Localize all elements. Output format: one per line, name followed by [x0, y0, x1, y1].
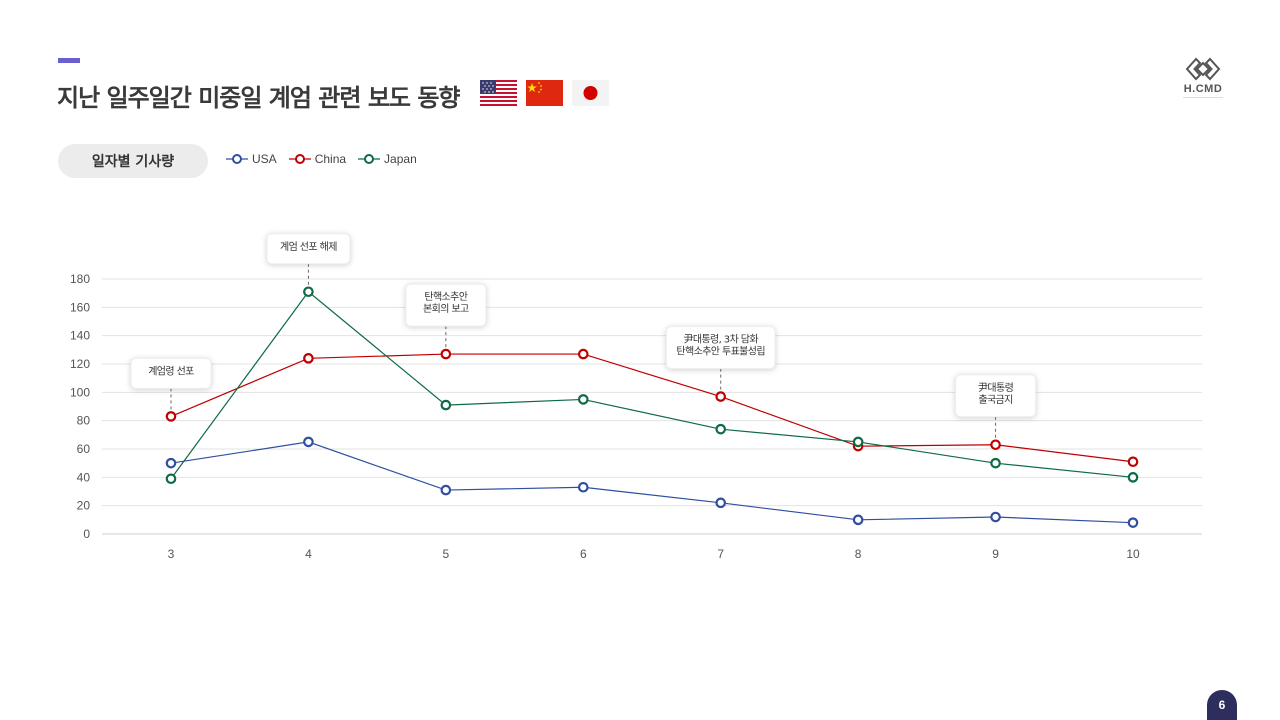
- x-tick-label: 9: [992, 547, 999, 561]
- annotation-box: [955, 374, 1037, 418]
- data-point-usa: [165, 457, 177, 469]
- data-point-china: [303, 353, 314, 364]
- series-line-usa: [170, 441, 1134, 524]
- chart-legend: USA China Japan: [226, 152, 417, 166]
- company-logo: H.CMD: [1178, 55, 1228, 100]
- annotation-text: 탄핵소추안 투표불성립: [676, 345, 765, 358]
- data-point-usa: [1127, 517, 1139, 528]
- series-line-japan: [170, 290, 1134, 480]
- y-tick-label: 160: [70, 300, 90, 314]
- annotation-text: 尹대통령: [978, 382, 1013, 394]
- data-point-japan: [165, 473, 177, 485]
- x-tick-label: 10: [1126, 547, 1140, 561]
- y-tick-label: 20: [77, 499, 91, 513]
- legend-marker-usa-icon: [226, 154, 248, 164]
- data-point-china: [577, 348, 589, 360]
- y-tick-label: 100: [70, 385, 90, 399]
- data-point-china: [440, 348, 452, 360]
- data-point-japan: [715, 423, 727, 435]
- legend-marker-china-icon: [288, 154, 311, 164]
- legend-item-usa: USA: [226, 152, 277, 166]
- data-point-usa: [577, 481, 589, 493]
- annotation-box: [130, 357, 212, 389]
- x-tick-label: 8: [855, 547, 862, 561]
- y-tick-label: 60: [77, 442, 91, 456]
- data-point-japan: [440, 399, 452, 411]
- data-point-china: [715, 391, 727, 402]
- japan-flag-icon: [572, 80, 609, 106]
- data-point-china: [165, 411, 177, 422]
- page-number-badge: 6: [1207, 690, 1237, 720]
- annotation-callout: 계엄 선포 해제: [266, 233, 351, 286]
- legend-marker-japan-icon: [358, 154, 381, 164]
- legend-label-china: China: [314, 152, 347, 166]
- annotation-box: [665, 326, 776, 370]
- annotation-box: [405, 283, 487, 327]
- data-point-japan: [303, 286, 314, 298]
- annotation-box: [266, 233, 351, 265]
- flag-group: [480, 80, 609, 106]
- y-tick-label: 40: [77, 470, 91, 484]
- x-tick-label: 6: [580, 547, 587, 561]
- china-flag-icon: [526, 80, 563, 106]
- x-tick-label: 4: [305, 547, 312, 561]
- data-point-japan: [577, 394, 589, 405]
- x-tick-label: 7: [717, 547, 724, 561]
- legend-label-usa: USA: [252, 152, 277, 166]
- y-tick-label: 140: [70, 329, 90, 343]
- annotation-text: 계엄 선포 해제: [280, 240, 337, 253]
- annotation-text: 본회의 보고: [423, 303, 469, 315]
- y-tick-label: 120: [70, 357, 90, 371]
- legend-item-japan: Japan: [358, 152, 417, 166]
- data-point-china: [1127, 456, 1139, 468]
- data-point-china: [990, 439, 1001, 451]
- y-tick-label: 0: [83, 527, 90, 541]
- annotation-callout: 계엄령 선포: [130, 357, 212, 411]
- logo-mark-icon: [1185, 57, 1221, 81]
- legend-item-china: China: [288, 152, 347, 166]
- y-tick-label: 180: [70, 272, 90, 286]
- x-tick-label: 5: [443, 547, 450, 561]
- title-accent-bar: [58, 58, 80, 63]
- data-point-usa: [440, 484, 452, 496]
- logo-text: H.CMD: [1183, 83, 1223, 95]
- data-point-japan: [852, 436, 864, 448]
- data-point-usa: [990, 511, 1001, 523]
- data-point-japan: [1127, 472, 1139, 483]
- data-point-japan: [990, 457, 1001, 469]
- legend-label-japan: Japan: [384, 152, 417, 166]
- logo-underline: [1183, 97, 1223, 100]
- annotation-text: 계엄령 선포: [148, 365, 194, 377]
- section-label: 일자별 기사량: [58, 144, 208, 178]
- data-point-usa: [852, 514, 864, 526]
- annotation-text: 尹대통령, 3차 담화: [683, 334, 758, 346]
- page-title: 지난 일주일간 미중일 계엄 관련 보도 동향: [57, 84, 460, 112]
- annotation-text: 탄핵소추안: [424, 291, 467, 303]
- data-point-usa: [303, 436, 314, 448]
- y-tick-label: 80: [77, 414, 91, 428]
- us-flag-icon: [480, 80, 517, 106]
- annotation-text: 출국금지: [978, 394, 1012, 406]
- data-point-usa: [715, 497, 727, 509]
- x-tick-label: 3: [168, 547, 175, 561]
- series-line-china: [170, 353, 1134, 463]
